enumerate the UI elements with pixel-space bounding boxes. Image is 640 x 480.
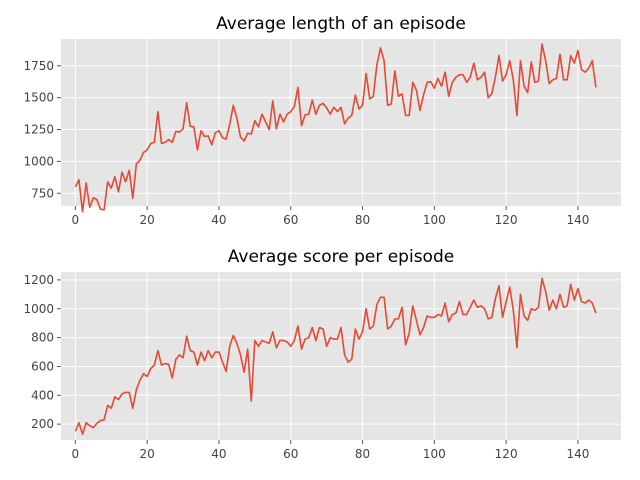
x-tick-label: 60: [283, 213, 298, 227]
episode-score-chart: Average score per episode 20040060080010…: [23, 247, 621, 461]
x-tick-label: 80: [355, 447, 370, 461]
y-tick-label: 1750: [23, 59, 54, 73]
x-tick-label: 80: [355, 213, 370, 227]
series-line: [74, 277, 597, 436]
x-tick-label: 100: [423, 213, 446, 227]
x-tick-label: 0: [72, 213, 80, 227]
chart-title: Average length of an episode: [216, 14, 466, 34]
x-tick-label: 140: [566, 213, 589, 227]
x-tick-label: 120: [495, 447, 518, 461]
x-tick-label: 20: [140, 213, 155, 227]
x-tick-label: 20: [140, 447, 155, 461]
y-tick-label: 1200: [23, 273, 54, 287]
y-tick-label: 1000: [23, 154, 54, 168]
series-line: [74, 43, 597, 213]
y-tick-label: 1250: [23, 123, 54, 137]
y-tick-label: 1500: [23, 91, 54, 105]
y-tick-label: 750: [31, 186, 54, 200]
x-tick-label: 0: [72, 447, 80, 461]
x-tick-label: 100: [423, 447, 446, 461]
x-tick-label: 140: [566, 447, 589, 461]
x-tick-label: 40: [211, 447, 226, 461]
plot-area: [61, 39, 621, 206]
chart-title: Average score per episode: [228, 247, 454, 267]
plot-area: [61, 272, 621, 440]
y-tick-label: 600: [31, 359, 54, 373]
episode-length-chart: Average length of an episode 75010001250…: [23, 14, 621, 227]
x-tick-label: 40: [211, 213, 226, 227]
y-tick-label: 400: [31, 388, 54, 402]
x-tick-label: 60: [283, 447, 298, 461]
y-tick-label: 800: [31, 331, 54, 345]
x-tick-label: 120: [495, 213, 518, 227]
y-tick-label: 1000: [23, 302, 54, 316]
y-tick-label: 200: [31, 417, 54, 431]
